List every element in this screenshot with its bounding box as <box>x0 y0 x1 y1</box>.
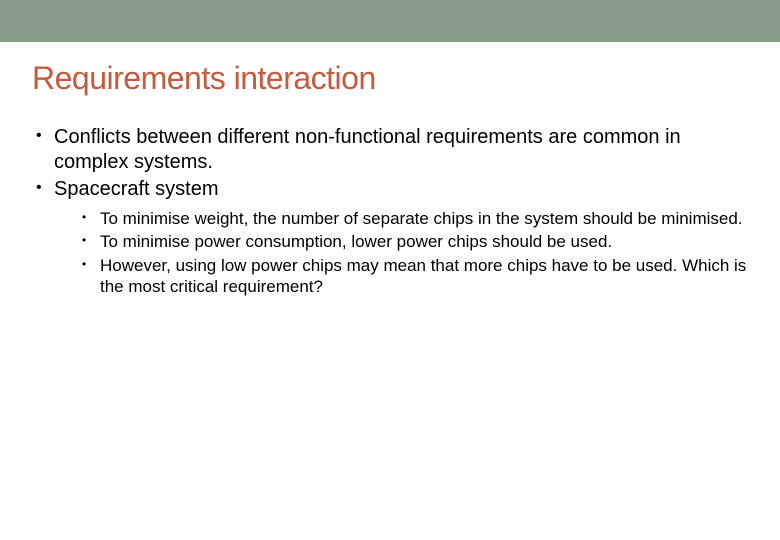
sub-bullet-item: However, using low power chips may mean … <box>78 255 748 298</box>
bullet-text: Spacecraft system <box>54 178 219 200</box>
bullet-text: Conflicts between different non-function… <box>54 126 681 173</box>
bullet-list-level1: Conflicts between different non-function… <box>32 125 748 297</box>
slide-top-bar <box>0 0 780 42</box>
sub-bullet-item: To minimise power consumption, lower pow… <box>78 231 748 252</box>
sub-bullet-text: To minimise weight, the number of separa… <box>100 209 743 228</box>
slide-content: Requirements interaction Conflicts betwe… <box>0 42 780 297</box>
sub-bullet-text: To minimise power consumption, lower pow… <box>100 232 612 251</box>
sub-bullet-item: To minimise weight, the number of separa… <box>78 208 748 229</box>
bullet-list-level2: To minimise weight, the number of separa… <box>54 208 748 297</box>
bullet-item: Conflicts between different non-function… <box>32 125 748 175</box>
sub-bullet-text: However, using low power chips may mean … <box>100 256 746 296</box>
bullet-item: Spacecraft system To minimise weight, th… <box>32 177 748 297</box>
slide-title: Requirements interaction <box>32 60 748 97</box>
